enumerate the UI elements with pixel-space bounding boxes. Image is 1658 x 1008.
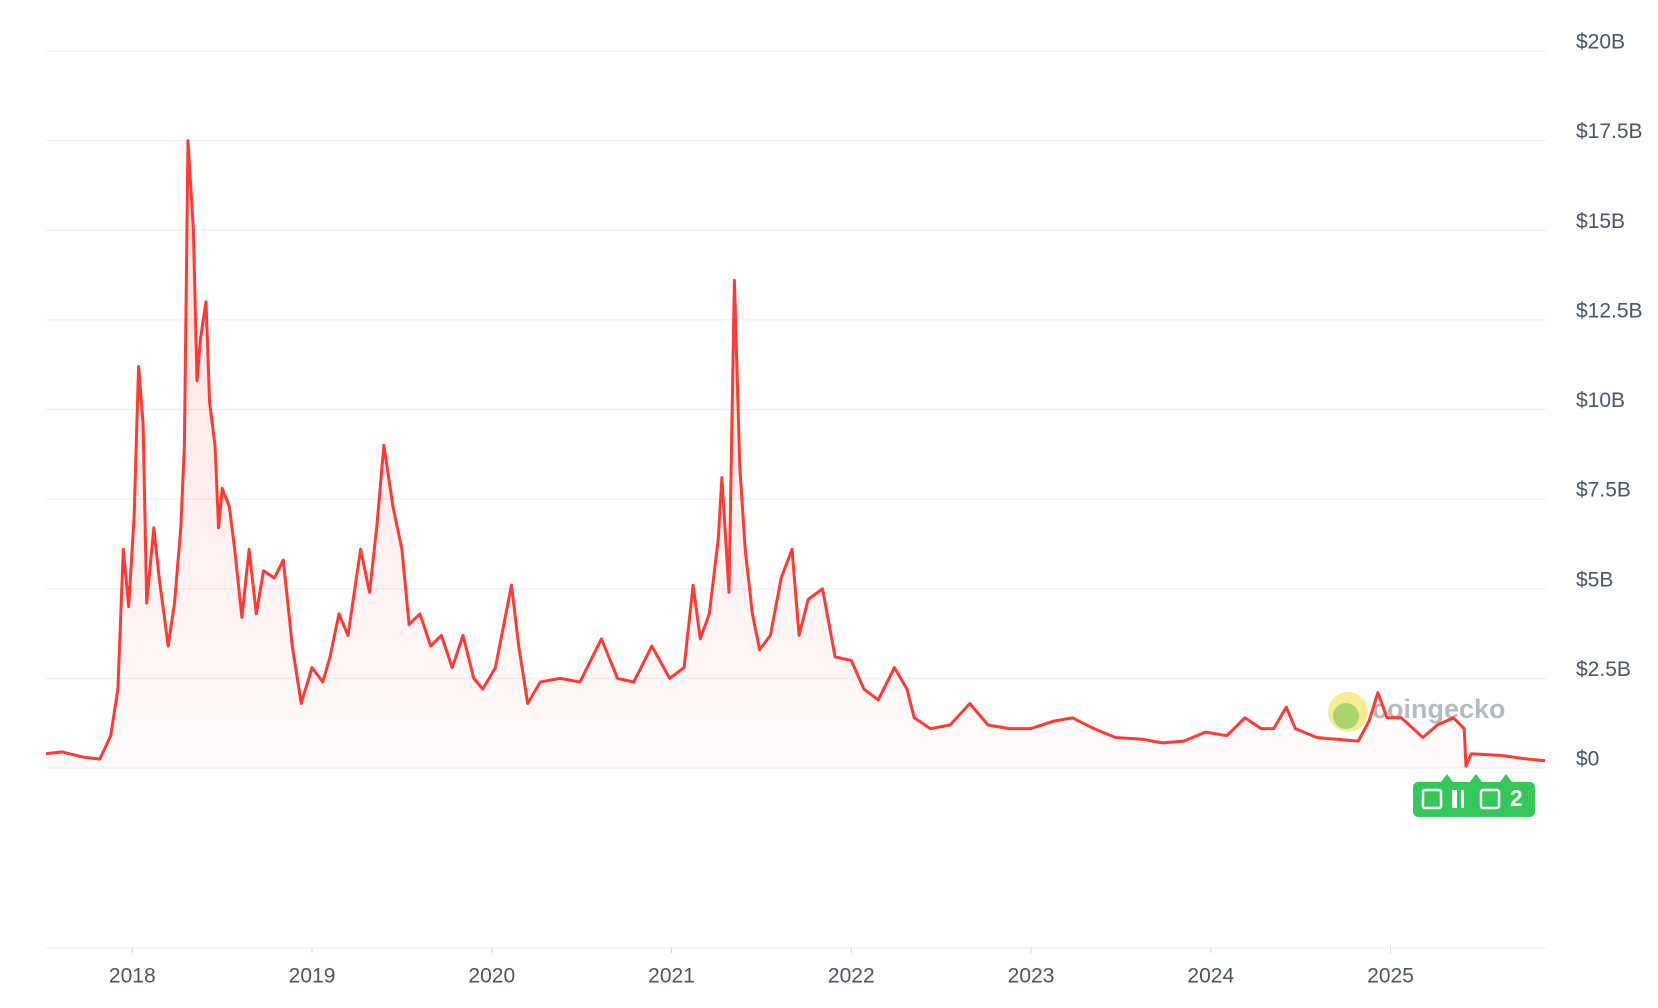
x-tick-label: 2020 — [468, 965, 515, 988]
badge-box[interactable] — [1413, 782, 1535, 817]
y-tick-label: $12.5B — [1576, 299, 1643, 322]
y-tick-label: $0 — [1576, 748, 1599, 771]
news-icon — [1452, 790, 1457, 808]
x-tick-label: 2025 — [1367, 965, 1414, 988]
watermark: coingecko — [1328, 692, 1506, 732]
x-tick-label: 2021 — [648, 965, 695, 988]
y-tick-label: $7.5B — [1576, 479, 1631, 502]
watermark-logo-inner — [1333, 703, 1359, 729]
x-tick-label: 2022 — [828, 965, 875, 988]
badge-pointers — [1441, 774, 1512, 782]
y-tick-label: $2.5B — [1576, 658, 1631, 681]
x-tick-label: 2023 — [1008, 965, 1055, 988]
news-icon — [1421, 788, 1443, 810]
news-icon — [1479, 788, 1501, 810]
y-tick-label: $17.5B — [1576, 120, 1643, 143]
y-tick-label: $20B — [1576, 31, 1625, 54]
x-tick-label: 2018 — [109, 965, 156, 988]
y-tick-label: $10B — [1576, 389, 1625, 412]
y-tick-label: $5B — [1576, 568, 1613, 591]
badge-count: 2 — [1510, 785, 1523, 811]
x-tick-label: 2024 — [1187, 965, 1234, 988]
news-badge[interactable]: 2 — [1413, 774, 1535, 817]
y-tick-label: $15B — [1576, 210, 1625, 233]
news-icon — [1461, 790, 1464, 808]
area — [46, 140, 1546, 769]
line — [45, 139, 1546, 768]
plot — [45, 139, 1546, 769]
x-tick-label: 2019 — [289, 965, 336, 988]
